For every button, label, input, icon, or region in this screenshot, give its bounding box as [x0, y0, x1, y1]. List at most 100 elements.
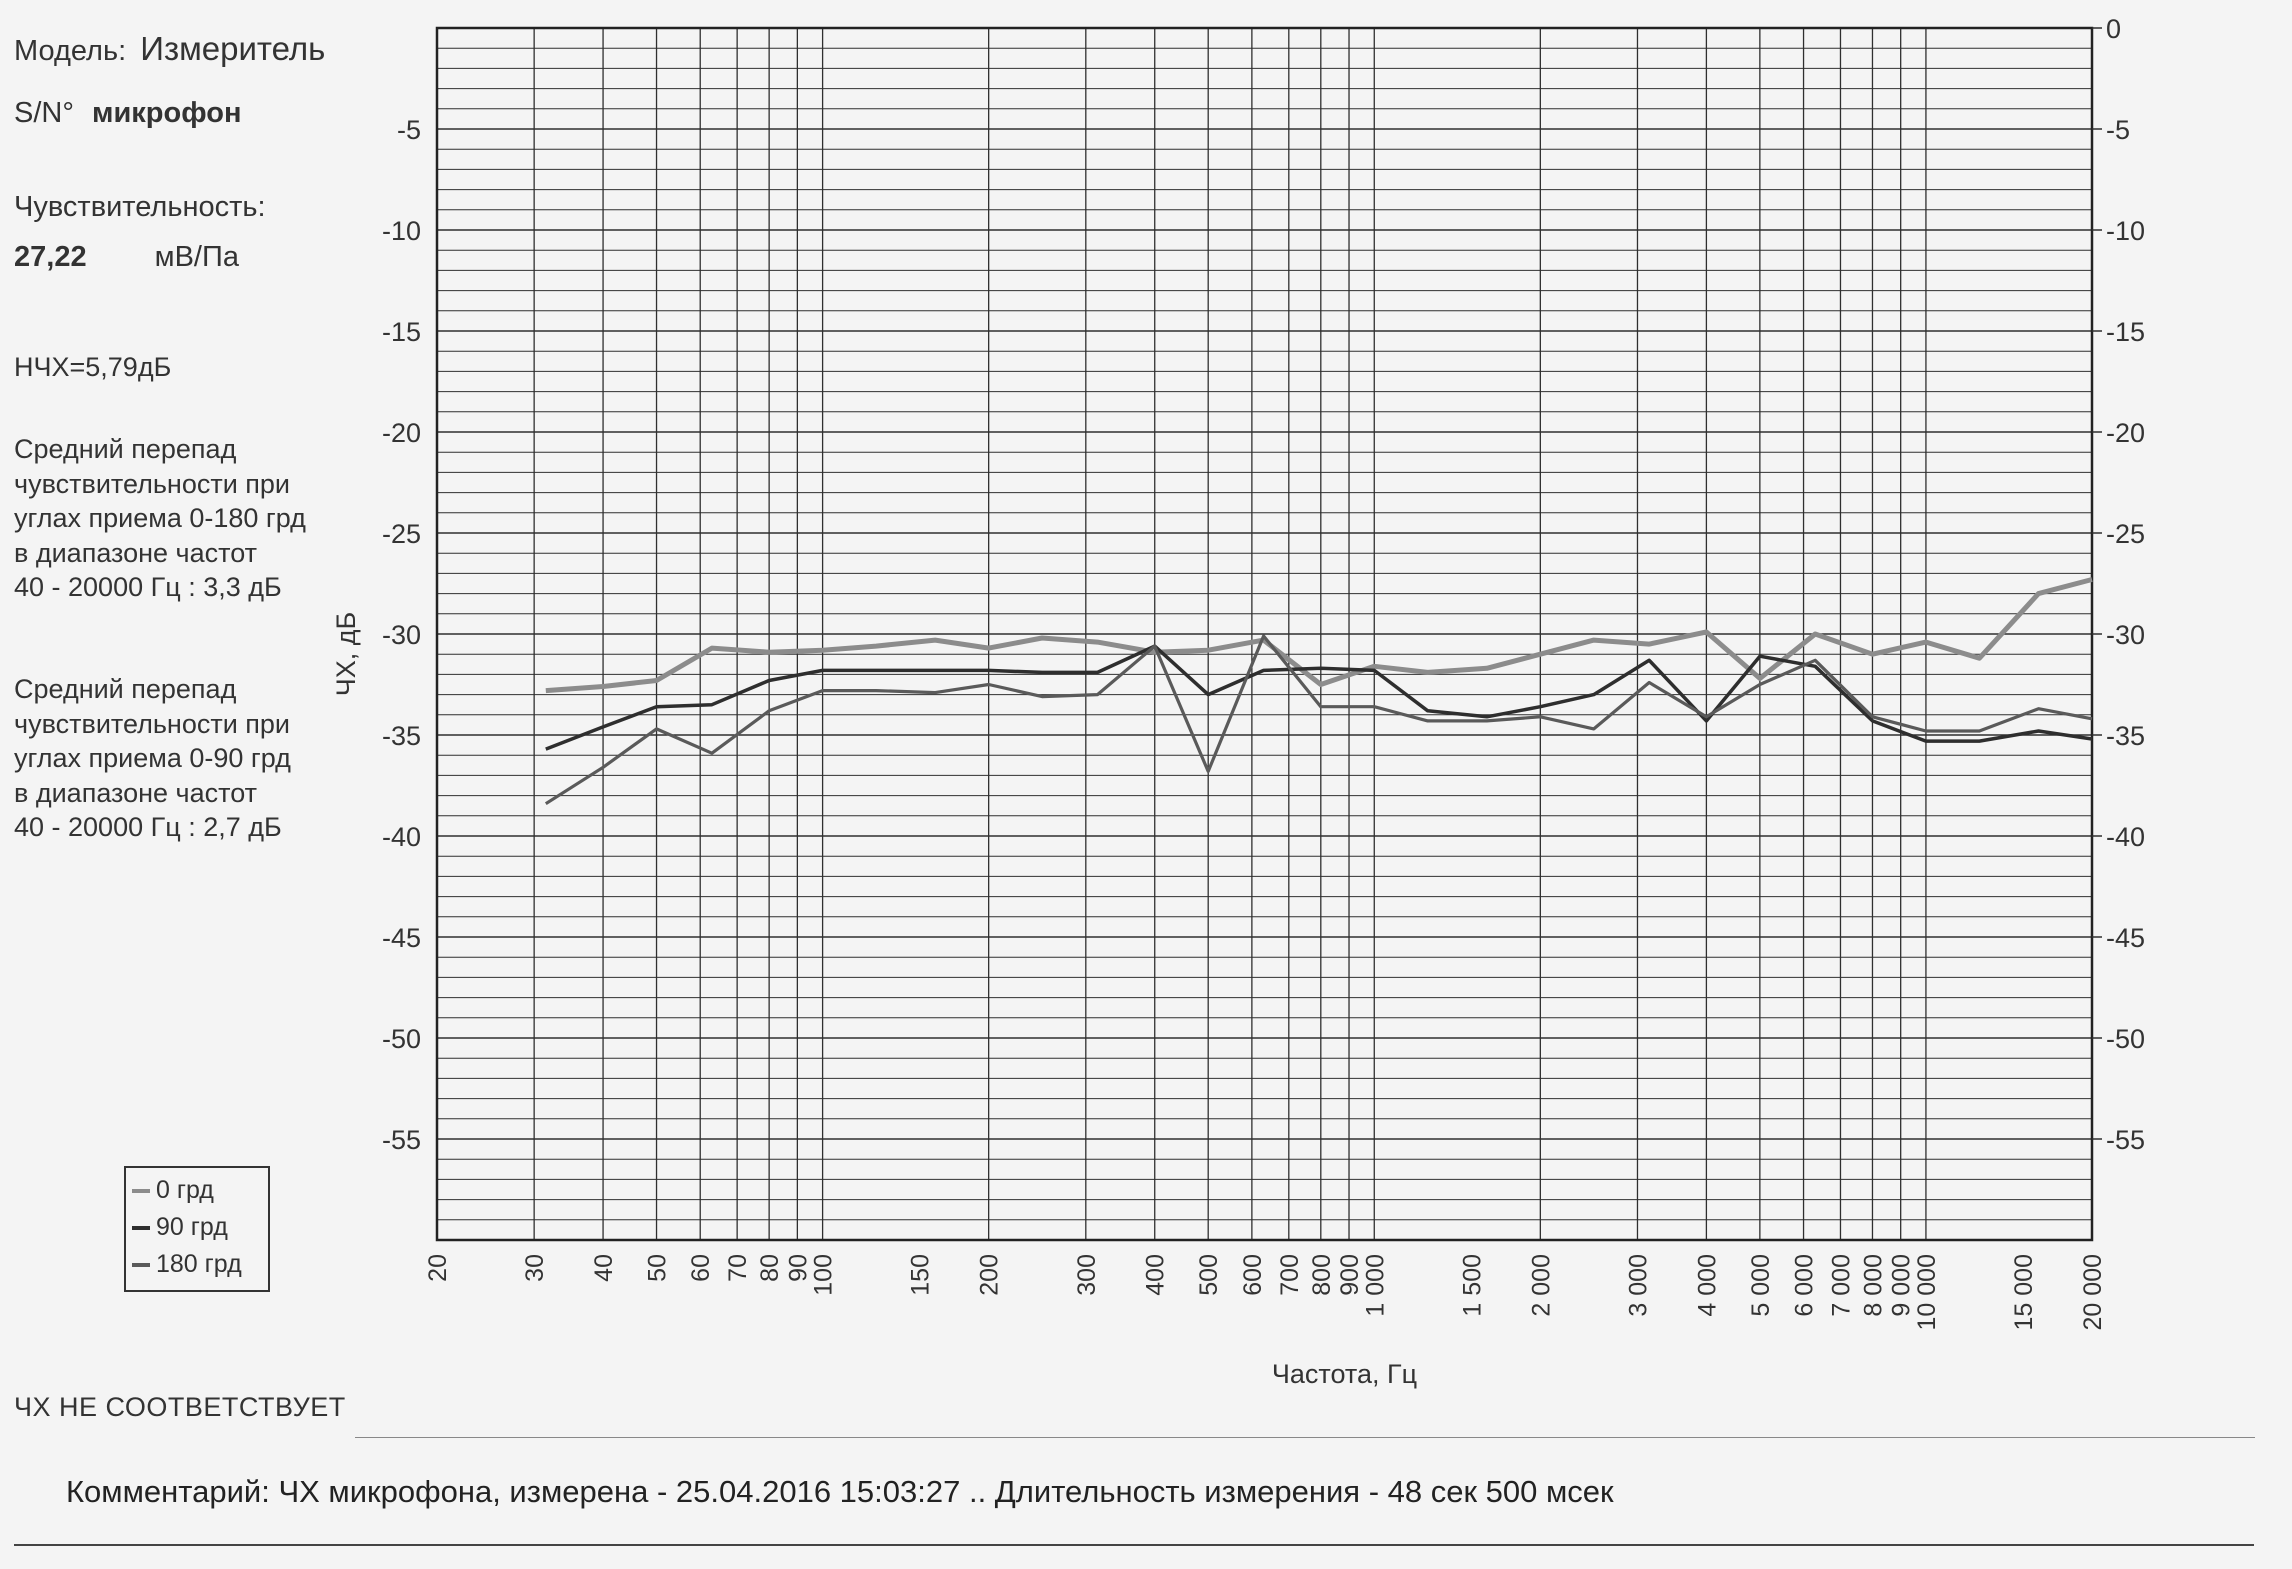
legend-item-90: 90 грд	[132, 1211, 228, 1243]
y-tick-label-right: -50	[2106, 1024, 2145, 1054]
avg-180-line: чувствительности при	[14, 468, 290, 499]
y-tick-label-right: -25	[2106, 519, 2145, 549]
avg-180-line: углах приема 0-180 грд	[14, 503, 306, 533]
y-tick-label-left: -35	[382, 721, 421, 751]
y-tick-label-left: -50	[382, 1024, 421, 1054]
x-tick-label: 600	[1239, 1254, 1267, 1296]
x-tick-label: 800	[1308, 1254, 1336, 1296]
chart-labels: -5 -10 -15 -20 -25 -30 -35 -40 -45 -50 -55 0 -5 -10 -1…	[331, 14, 2145, 1389]
comment-text: Комментарий: ЧХ микрофона, измерена - 25…	[66, 1474, 1614, 1509]
y-tick-label-right: -55	[2106, 1125, 2145, 1155]
x-tick-label: 10 000	[1913, 1254, 1941, 1330]
legend-label-90: 90 грд	[156, 1213, 228, 1241]
chart-series	[544, 577, 2093, 806]
x-tick-label: 400	[1142, 1254, 1170, 1296]
y-tick-label-right: -15	[2106, 317, 2145, 347]
legend-label-0: 0 грд	[156, 1176, 214, 1204]
sn-label: S/N°	[14, 97, 74, 129]
avg-180-line: Средний перепад	[14, 434, 237, 464]
y-tick-label-left: -30	[382, 620, 421, 650]
series-line-2	[544, 634, 2093, 806]
x-tick-label: 70	[724, 1254, 752, 1282]
status-text: ЧХ НЕ СООТВЕТСТВУЕТ	[14, 1392, 346, 1422]
y-tick-label-right: -40	[2106, 822, 2145, 852]
avg-90-line: 40 - 20000 Гц : 2,7 дБ	[14, 812, 282, 842]
x-tick-label: 300	[1073, 1254, 1101, 1296]
divider-top	[355, 1437, 2255, 1438]
sensitivity-line: 27,22 мВ/Па	[14, 240, 239, 274]
avg-90-line: чувствительности при	[14, 708, 290, 739]
y-tick-label-left: -5	[397, 115, 421, 145]
x-tick-label: 20 000	[2079, 1254, 2107, 1330]
x-tick-label: 3 000	[1624, 1254, 1652, 1317]
x-tick-label: 1 000	[1361, 1254, 1389, 1317]
x-tick-label: 8 000	[1859, 1254, 1887, 1317]
y-tick-label-right: -20	[2106, 418, 2145, 448]
x-tick-label: 5 000	[1747, 1254, 1775, 1317]
avg-90-line: Средний перепад	[14, 674, 237, 704]
divider-bottom	[14, 1544, 2254, 1546]
x-tick-label: 6 000	[1791, 1254, 1819, 1317]
x-tick-label: 4 000	[1693, 1254, 1721, 1317]
sn-value: микрофон	[92, 97, 242, 129]
legend-item-180: 180 грд	[132, 1248, 242, 1280]
x-tick-label: 2 000	[1527, 1254, 1555, 1317]
x-tick-label: 20	[424, 1254, 452, 1282]
avg-180-line: в диапазоне частот	[14, 537, 257, 568]
legend-swatch-0	[132, 1189, 150, 1194]
y-tick-label-left: -15	[382, 317, 421, 347]
x-tick-label: 100	[810, 1254, 838, 1296]
x-tick-label: 80	[756, 1254, 784, 1282]
x-axis-title: Частота, Гц	[1272, 1359, 1417, 1389]
legend-swatch-90	[132, 1226, 150, 1231]
model-line: Модель: Измеритель	[14, 32, 325, 68]
avg-180-line: 40 - 20000 Гц : 3,3 дБ	[14, 572, 282, 602]
x-tick-label: 7 000	[1827, 1254, 1855, 1317]
x-tick-label: 40	[590, 1254, 618, 1282]
avg-difference-90: Средний перепад чувствительности при угл…	[14, 672, 334, 845]
avg-difference-180: Средний перепад чувствительности при угл…	[14, 432, 334, 605]
y-tick-label-left: -55	[382, 1125, 421, 1155]
x-tick-label: 9 000	[1888, 1254, 1916, 1317]
chart-legend: 0 грд 90 грд 180 грд	[124, 1166, 270, 1292]
x-tick-label: 50	[644, 1254, 672, 1282]
series-line-1	[545, 644, 2093, 751]
legend-swatch-180	[132, 1263, 150, 1268]
legend-item-0: 0 грд	[132, 1174, 214, 1206]
sensitivity-value: 27,22	[14, 241, 87, 273]
series-line-0	[545, 577, 2093, 694]
y-tick-label-left: -40	[382, 822, 421, 852]
y-tick-label-left: -20	[382, 418, 421, 448]
sensitivity-unit: мВ/Па	[154, 241, 239, 273]
y-tick-label-right: 0	[2106, 14, 2121, 44]
x-tick-label: 15 000	[2010, 1254, 2038, 1330]
x-tick-label: 500	[1195, 1254, 1223, 1296]
avg-90-line: в диапазоне частот	[14, 777, 257, 808]
x-tick-label: 700	[1276, 1254, 1304, 1296]
sensitivity-label: Чувствительность:	[14, 191, 266, 223]
x-tick-label: 60	[687, 1254, 715, 1282]
y-tick-label-right: -45	[2106, 923, 2145, 953]
y-tick-label-left: -25	[382, 519, 421, 549]
chart-grid	[435, 26, 2102, 1242]
x-tick-label: 1 500	[1458, 1254, 1486, 1317]
model-label: Модель:	[14, 35, 127, 67]
y-axis-title: ЧХ, дБ	[331, 612, 361, 696]
legend-label-180: 180 грд	[156, 1250, 242, 1278]
x-tick-label: 150	[907, 1254, 935, 1296]
model-value: Измеритель	[140, 30, 326, 67]
x-tick-label: 30	[521, 1254, 549, 1282]
y-tick-label-right: -10	[2106, 216, 2145, 246]
y-tick-label-right: -5	[2106, 115, 2130, 145]
nchx-value: НЧХ=5,79дБ	[14, 352, 172, 382]
y-tick-label-right: -35	[2106, 721, 2145, 751]
y-tick-label-left: -10	[382, 216, 421, 246]
avg-90-line: углах приема 0-90 грд	[14, 743, 291, 773]
sn-line: S/N° микрофон	[14, 96, 241, 130]
x-tick-label: 90	[784, 1254, 812, 1282]
y-tick-label-right: -30	[2106, 620, 2145, 650]
x-tick-label: 200	[976, 1254, 1004, 1296]
y-tick-label-left: -45	[382, 923, 421, 953]
x-tick-label: 900	[1336, 1254, 1364, 1296]
